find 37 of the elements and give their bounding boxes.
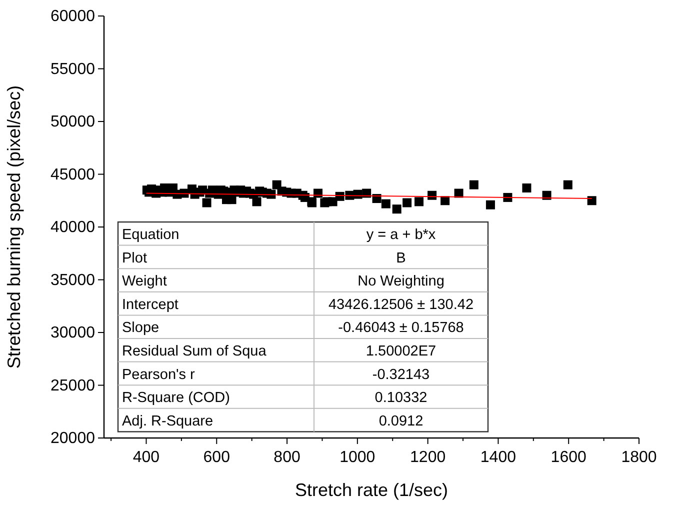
annotation: 1.50002E7 [366, 344, 436, 360]
y-tick-label: 45000 [50, 166, 96, 184]
y-tick-label: 40000 [50, 219, 96, 236]
x-tick-label: 1400 [480, 449, 516, 466]
y-tick-label: 60000 [50, 8, 96, 25]
annotation: Pearson's r [122, 366, 196, 383]
x-axis-title: Stretch rate (1/sec) [294, 480, 448, 500]
annotation: R-Square (COD) [122, 390, 230, 406]
annotation: y = a + b*x [366, 227, 436, 243]
annotation: No Weighting [358, 274, 444, 290]
annotation: Intercept [122, 296, 178, 313]
y-tick-label: 30000 [50, 324, 96, 342]
annotation: 43426.12506 ± 130.42 [328, 296, 474, 313]
y-axis-title: Stretched burning speed (pixel/sec) [4, 85, 24, 369]
annotation: B [396, 250, 406, 266]
x-tick-label: 1600 [550, 449, 587, 466]
annotation: Weight [122, 274, 167, 290]
x-tick-label: 600 [203, 449, 230, 466]
x-tick-label: 1000 [340, 449, 376, 466]
annotation: -0.32143 [372, 366, 430, 383]
annotation: Residual Sum of Squa [122, 344, 268, 360]
y-tick-label: 20000 [50, 430, 96, 447]
annotation: Slope [122, 320, 160, 336]
annotation: -0.46043 ± 0.15768 [338, 320, 464, 336]
annotation: Adj. R-Square [122, 413, 214, 430]
y-tick-label: 50000 [50, 114, 96, 130]
x-tick-label: 1200 [410, 449, 446, 466]
x-tick-label: 400 [132, 449, 160, 466]
y-tick-label: 25000 [50, 377, 96, 394]
annotation: Plot [122, 250, 147, 266]
x-tick-label: 800 [274, 449, 300, 466]
y-tick-label: 55000 [50, 60, 96, 78]
x-tick-label: 1800 [621, 449, 657, 466]
annotation: 0.10332 [374, 390, 428, 406]
y-tick-label: 35000 [50, 272, 96, 289]
annotation: 0.0912 [378, 413, 424, 430]
annotation: Equation [122, 227, 180, 243]
